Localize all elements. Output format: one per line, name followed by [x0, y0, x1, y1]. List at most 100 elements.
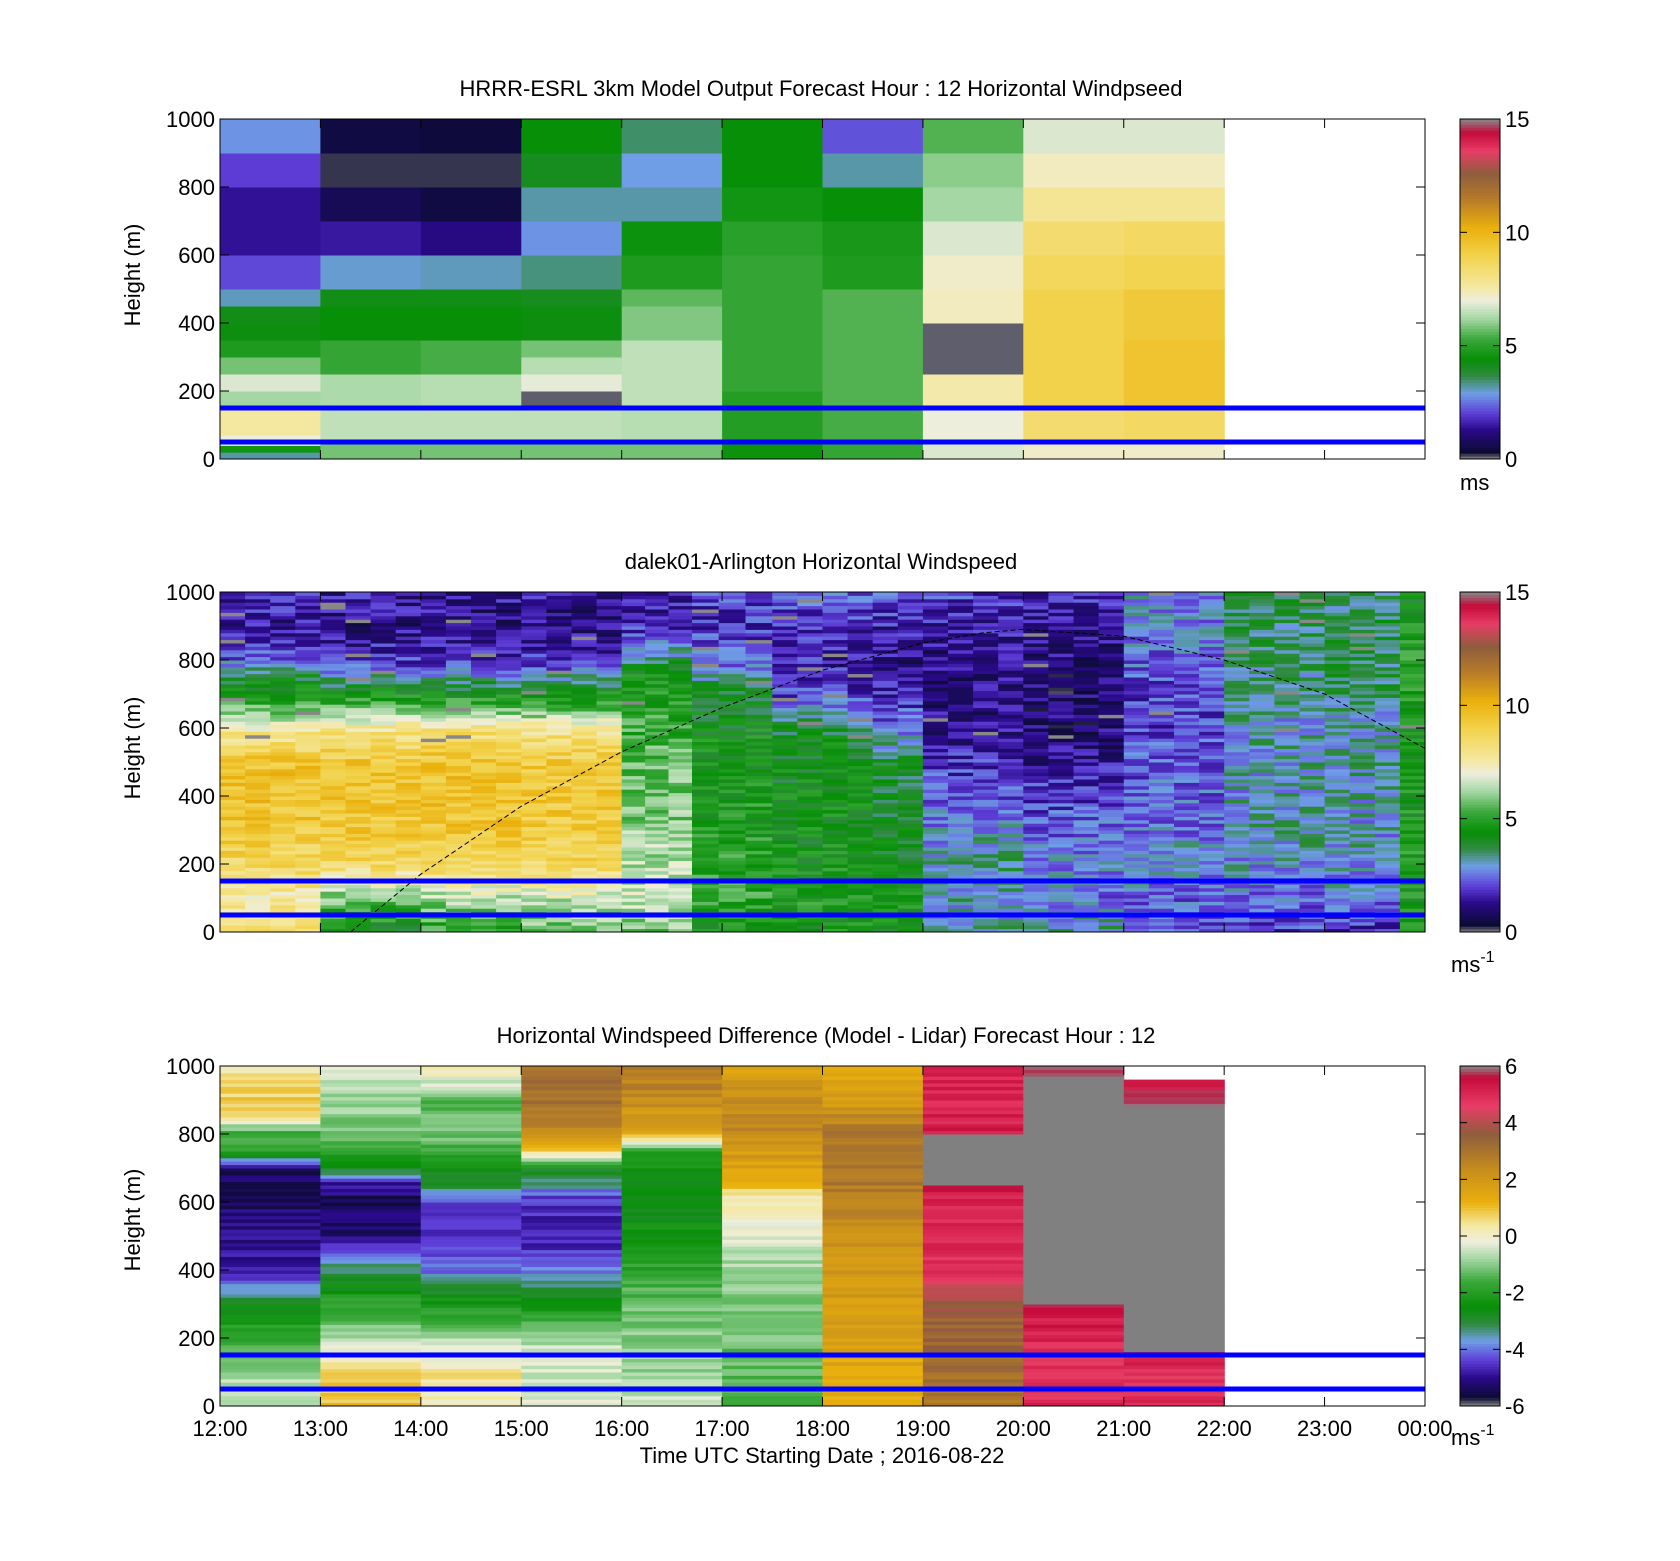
heatmap-cell [270, 864, 296, 868]
heatmap-cell [772, 622, 798, 627]
heatmap-cell [645, 901, 670, 906]
heatmap-cell [973, 704, 999, 709]
heatmap-cell [546, 796, 573, 800]
heatmap-cell [1249, 762, 1275, 766]
colorbar-swatch [1460, 416, 1500, 420]
heatmap-cell [1324, 653, 1351, 658]
heatmap-cell [645, 656, 670, 661]
heatmap-cell [1324, 796, 1351, 800]
heatmap-cell [1199, 639, 1225, 644]
heatmap-cell [1148, 860, 1175, 865]
heatmap-cell [948, 758, 974, 763]
heatmap-cell [668, 683, 693, 688]
heatmap-cell [220, 592, 246, 596]
heatmap-cell [1174, 847, 1200, 851]
heatmap-cell [1073, 636, 1100, 641]
heatmap-cell [797, 891, 824, 896]
heatmap-cell [922, 765, 949, 770]
heatmap-cell [420, 799, 447, 804]
heatmap-cell [1374, 680, 1401, 685]
heatmap-cell [471, 918, 497, 923]
heatmap-cell [596, 697, 623, 702]
heatmap-cell [496, 847, 522, 851]
heatmap-cell [571, 775, 598, 780]
heatmap-cell [948, 779, 974, 783]
heatmap-cell [345, 847, 372, 851]
heatmap-cell [621, 751, 646, 756]
heatmap-cell [1073, 660, 1100, 664]
heatmap-cell [571, 799, 598, 804]
heatmap-cell [345, 673, 372, 678]
heatmap-cell [998, 646, 1024, 651]
heatmap-cell [692, 615, 720, 620]
heatmap-cell [220, 860, 246, 865]
heatmap-cell [948, 830, 974, 834]
heatmap-cell [692, 836, 720, 841]
heatmap-cell [1073, 819, 1100, 824]
heatmap-cell [270, 714, 296, 719]
heatmap-cell [1349, 700, 1376, 705]
heatmap-cell [420, 792, 447, 797]
colorbar-swatch [1460, 266, 1500, 270]
heatmap-cell [1374, 830, 1401, 834]
heatmap-cell [1123, 728, 1150, 732]
heatmap-cell [270, 690, 296, 695]
heatmap-cell [1274, 836, 1301, 841]
heatmap-cell [692, 663, 720, 668]
heatmap-cell [645, 741, 670, 746]
heatmap-cell [1174, 687, 1200, 692]
heatmap-cell [420, 670, 447, 675]
heatmap-cell [1123, 704, 1150, 709]
heatmap-cell [973, 850, 999, 855]
heatmap-cell [1199, 700, 1225, 705]
heatmap-cell [1073, 673, 1100, 678]
heatmap-cell [847, 687, 874, 692]
heatmap-cell [1224, 622, 1250, 627]
heatmap-cell [872, 813, 899, 817]
heatmap-cell [847, 751, 874, 756]
heatmap-cell [1174, 714, 1200, 719]
heatmap-cell [692, 704, 720, 709]
heatmap-cell [245, 717, 271, 722]
heatmap-cell [872, 765, 899, 770]
heatmap-cell [872, 697, 899, 702]
heatmap-cell [245, 728, 271, 732]
heatmap-cell [1249, 918, 1275, 923]
heatmap-cell [645, 626, 670, 630]
panel-model: HRRR-ESRL 3km Model Output Forecast Hour… [120, 76, 1529, 495]
heatmap-cell [445, 646, 472, 651]
heatmap-cell [295, 857, 321, 862]
heatmap-cell [571, 680, 598, 685]
heatmap-cell [998, 874, 1024, 879]
heatmap-cell [722, 255, 824, 392]
heatmap-cell [420, 850, 447, 855]
heatmap-cell [1148, 734, 1175, 739]
heatmap-cell [1299, 666, 1326, 671]
heatmap-cell [1299, 857, 1326, 862]
heatmap-cell [822, 782, 849, 787]
heatmap-cell [370, 850, 397, 855]
heatmap-cell [471, 758, 497, 763]
heatmap-cell [1123, 894, 1150, 899]
heatmap-cell [797, 904, 824, 909]
heatmap-cell [772, 918, 798, 923]
heatmap-cell [1098, 908, 1125, 913]
heatmap-cell [295, 772, 321, 777]
heatmap-cell [718, 806, 747, 811]
heatmap-cell [1224, 704, 1250, 709]
heatmap-cell [745, 782, 773, 787]
heatmap-cell [1299, 823, 1326, 828]
heatmap-cell [521, 711, 547, 715]
heatmap-cell [847, 612, 874, 617]
heatmap-cell [772, 632, 798, 637]
heatmap-cell [1148, 904, 1175, 909]
heatmap-cell [395, 663, 422, 668]
heatmap-cell [745, 799, 773, 804]
heatmap-cell [1098, 806, 1125, 811]
heatmap-cell [471, 653, 497, 658]
heatmap-cell [797, 724, 824, 729]
heatmap-cell [1148, 853, 1175, 858]
heatmap-cell [295, 745, 321, 749]
heatmap-cell [973, 792, 999, 797]
heatmap-cell [1073, 921, 1100, 926]
